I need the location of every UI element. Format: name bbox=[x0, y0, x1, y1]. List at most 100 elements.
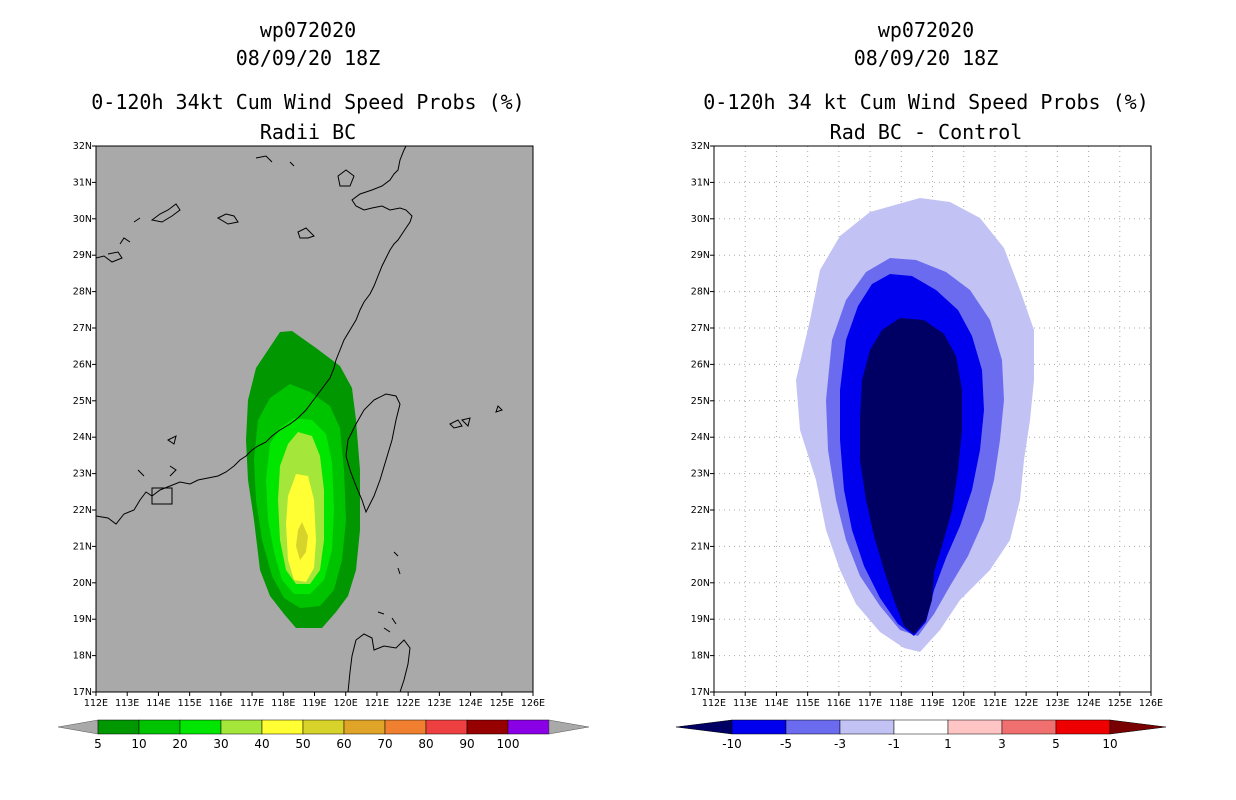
lon-tick-label: 122E bbox=[1014, 698, 1038, 709]
lat-tick-label: 26N bbox=[691, 359, 710, 370]
lon-tick-label: 119E bbox=[302, 698, 326, 709]
colorbar-swatch bbox=[839, 719, 895, 735]
right-diff-minus10 bbox=[860, 318, 962, 634]
lat-tick-label: 19N bbox=[73, 614, 92, 625]
lat-tick-label: 23N bbox=[73, 469, 92, 480]
right-colorbar: -10 -5 -3 -1 1 3 5 10 bbox=[675, 719, 1167, 751]
lat-tick-label: 32N bbox=[691, 141, 710, 152]
lat-tick-label: 21N bbox=[691, 541, 710, 552]
lat-tick-label: 19N bbox=[691, 614, 710, 625]
lon-tick-label: 115E bbox=[178, 698, 202, 709]
colorbar-label: 10 bbox=[131, 737, 146, 751]
colorbar-low-arrow bbox=[675, 719, 733, 735]
colorbar-label: 90 bbox=[459, 737, 474, 751]
lon-tick-label: 113E bbox=[115, 698, 139, 709]
colorbar-label: 5 bbox=[1052, 737, 1060, 751]
lat-tick-label: 21N bbox=[73, 541, 92, 552]
colorbar-label: 80 bbox=[418, 737, 433, 751]
colorbar-label: 20 bbox=[172, 737, 187, 751]
colorbar-swatch bbox=[1055, 719, 1111, 735]
lon-tick-label: 126E bbox=[1139, 698, 1163, 709]
colorbar-label: 30 bbox=[213, 737, 228, 751]
colorbar-swatch bbox=[425, 719, 468, 735]
lat-tick-label: 18N bbox=[73, 651, 92, 662]
lon-tick-label: 124E bbox=[459, 698, 483, 709]
lon-tick-label: 120E bbox=[952, 698, 976, 709]
colorbar-label: 40 bbox=[254, 737, 269, 751]
left-axis-ticks: 112E 113E 114E 115E 116E 117E 118E 119E 120E 121E… bbox=[73, 141, 545, 709]
colorbar-swatch bbox=[302, 719, 345, 735]
lon-tick-label: 124E bbox=[1077, 698, 1101, 709]
lat-tick-label: 27N bbox=[73, 323, 92, 334]
colorbar-label: 3 bbox=[998, 737, 1006, 751]
colorbar-swatch bbox=[220, 719, 263, 735]
colorbar-swatch bbox=[179, 719, 222, 735]
lat-tick-label: 24N bbox=[73, 432, 92, 443]
colorbar-label: 60 bbox=[336, 737, 351, 751]
lon-tick-label: 116E bbox=[827, 698, 851, 709]
lon-tick-label: 126E bbox=[521, 698, 545, 709]
lat-tick-label: 32N bbox=[73, 141, 92, 152]
lon-tick-label: 117E bbox=[858, 698, 882, 709]
lat-tick-label: 22N bbox=[691, 505, 710, 516]
colorbar-swatch bbox=[893, 719, 949, 735]
lon-tick-label: 122E bbox=[396, 698, 420, 709]
colorbar-label: 50 bbox=[295, 737, 310, 751]
colorbar-label: -10 bbox=[722, 737, 742, 751]
lat-tick-label: 20N bbox=[691, 578, 710, 589]
lon-tick-label: 123E bbox=[1045, 698, 1069, 709]
colorbar-swatch bbox=[731, 719, 787, 735]
lat-tick-label: 17N bbox=[691, 687, 710, 698]
colorbar-high-arrow bbox=[548, 719, 590, 735]
lat-tick-label: 22N bbox=[73, 505, 92, 516]
right-datetime: 08/09/20 18Z bbox=[853, 46, 999, 70]
colorbar-swatch bbox=[97, 719, 140, 735]
colorbar-label: 100 bbox=[497, 737, 520, 751]
lat-tick-label: 28N bbox=[691, 287, 710, 298]
colorbar-label: 70 bbox=[377, 737, 392, 751]
lat-tick-label: 29N bbox=[691, 250, 710, 261]
left-datetime: 08/09/20 18Z bbox=[235, 46, 381, 70]
lon-tick-label: 119E bbox=[920, 698, 944, 709]
lat-tick-label: 26N bbox=[73, 359, 92, 370]
colorbar-label: -1 bbox=[888, 737, 900, 751]
lat-tick-label: 17N bbox=[73, 687, 92, 698]
colorbar-label: -5 bbox=[780, 737, 792, 751]
colorbar-label: 5 bbox=[94, 737, 102, 751]
colorbar-swatch bbox=[785, 719, 841, 735]
lat-tick-label: 30N bbox=[691, 214, 710, 225]
left-prob-50 bbox=[296, 522, 308, 560]
colorbar-swatch bbox=[1001, 719, 1057, 735]
left-title-line2: Radii BC bbox=[259, 120, 357, 144]
colorbar-swatch bbox=[947, 719, 1003, 735]
lon-tick-label: 114E bbox=[764, 698, 788, 709]
right-map: 112E 113E 114E 115E 116E 117E 118E 119E 120E 121E… bbox=[691, 141, 1163, 709]
lat-tick-label: 29N bbox=[73, 250, 92, 261]
lat-tick-label: 25N bbox=[691, 396, 710, 407]
colorbar-swatch bbox=[384, 719, 427, 735]
lon-tick-label: 116E bbox=[209, 698, 233, 709]
lon-tick-label: 125E bbox=[1108, 698, 1132, 709]
colorbar-label: 10 bbox=[1102, 737, 1117, 751]
colorbar-low-arrow bbox=[57, 719, 99, 735]
lon-tick-label: 121E bbox=[983, 698, 1007, 709]
lat-tick-label: 31N bbox=[691, 177, 710, 188]
lon-tick-label: 120E bbox=[334, 698, 358, 709]
left-map: 112E 113E 114E 115E 116E 117E 118E 119E 120E 121E… bbox=[73, 141, 545, 709]
lon-tick-label: 125E bbox=[490, 698, 514, 709]
right-storm-id: wp072020 bbox=[877, 18, 975, 42]
lon-tick-label: 118E bbox=[889, 698, 913, 709]
lat-tick-label: 30N bbox=[73, 214, 92, 225]
colorbar-label: 1 bbox=[944, 737, 952, 751]
lon-tick-label: 112E bbox=[702, 698, 726, 709]
lat-tick-label: 28N bbox=[73, 287, 92, 298]
lon-tick-label: 121E bbox=[365, 698, 389, 709]
lat-tick-label: 18N bbox=[691, 651, 710, 662]
colorbar-label: -3 bbox=[834, 737, 846, 751]
lat-tick-label: 24N bbox=[691, 432, 710, 443]
left-title-line1: 0-120h 34kt Cum Wind Speed Probs (%) bbox=[91, 90, 525, 114]
lon-tick-label: 118E bbox=[271, 698, 295, 709]
colorbar-swatch bbox=[138, 719, 181, 735]
left-colorbar: 5 10 20 30 40 50 60 70 80 90 100 bbox=[57, 719, 590, 751]
left-storm-id: wp072020 bbox=[259, 18, 357, 42]
